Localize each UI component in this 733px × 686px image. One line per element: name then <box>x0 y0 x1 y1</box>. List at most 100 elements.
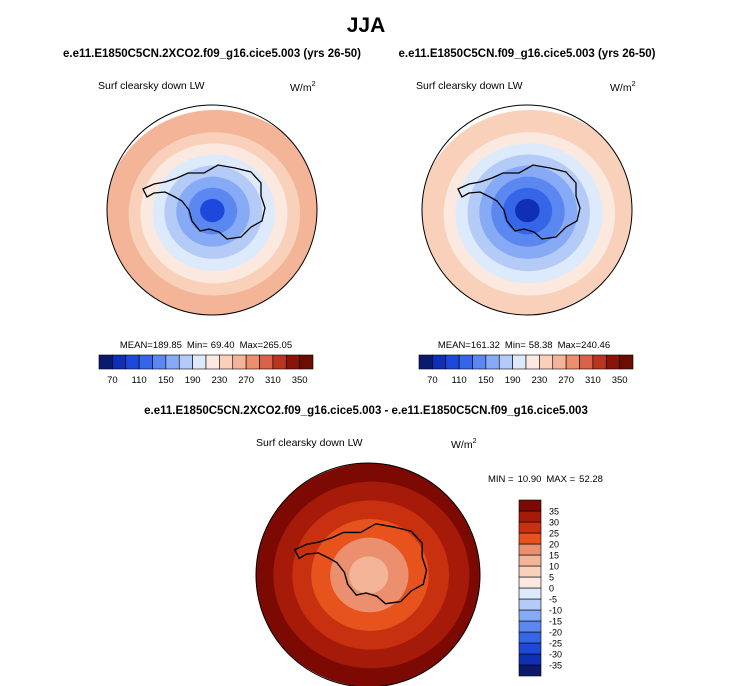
colorbar-swatch <box>518 631 542 644</box>
stat-mean-value: 189.85 <box>153 340 182 351</box>
colorbar-tick-label: 25 <box>549 529 559 539</box>
colorbar-tick-label: 35 <box>549 507 559 517</box>
colorbar-tick-label: 70 <box>427 375 438 386</box>
colorbar-swatch <box>512 354 527 370</box>
colorbar-swatch <box>619 354 634 370</box>
colorbar-swatch <box>518 653 542 666</box>
colorbar-swatch <box>485 354 500 370</box>
colorbar-swatch <box>498 354 513 370</box>
units-exponent: 2 <box>632 81 636 88</box>
colorbar-tick-label: -5 <box>549 595 557 605</box>
map-exp <box>107 110 317 315</box>
panel-exp-units: W/m2 <box>290 81 316 94</box>
season-title: JJA <box>347 14 386 37</box>
colorbar-tick-label: -15 <box>549 617 562 627</box>
stat-max-label: Max= <box>240 340 264 351</box>
colorbar-swatch <box>518 620 542 633</box>
stat-max-label: Max= <box>558 340 582 351</box>
colorbar-tick-label: 110 <box>132 375 147 386</box>
panel-diff-units: W/m2 <box>451 438 477 451</box>
colorbar-tick-label: 310 <box>265 375 281 386</box>
colorbar-swatch <box>579 354 594 370</box>
colorbar-swatch <box>518 510 542 523</box>
colorbar-swatch <box>125 354 140 370</box>
colorbar-swatch <box>518 609 542 622</box>
colorbar-tick-label: 30 <box>549 518 559 528</box>
colorbar-swatch <box>259 354 274 370</box>
panel-diff-variable: Surf clearsky down LW <box>256 437 363 449</box>
colorbar-tick-label: 150 <box>478 375 494 386</box>
panel-exp-variable: Surf clearsky down LW <box>98 80 205 92</box>
colorbar-swatch <box>432 354 447 370</box>
colorbar-swatch <box>518 642 542 655</box>
colorbar-swatch <box>458 354 473 370</box>
colorbar-swatch <box>518 565 542 578</box>
map-diff-border <box>255 462 481 686</box>
stat-min-label: Min= <box>187 340 208 351</box>
colorbar-tick-label: 350 <box>292 375 308 386</box>
contour-band-70 <box>515 198 540 223</box>
stat-min-label: Min= <box>505 340 526 351</box>
colorbar-tick-label: 190 <box>505 375 521 386</box>
panel-ctl-units: W/m2 <box>610 81 636 94</box>
panel-diff-title: e.e11.E1850C5CN.2XCO2.f09_g16.cice5.003 … <box>144 405 588 417</box>
colorbar-swatch <box>552 354 567 370</box>
units-exponent: 2 <box>312 81 316 88</box>
colorbar-tick-label: 150 <box>158 375 174 386</box>
colorbar-tick-label: 230 <box>531 375 547 386</box>
colorbar-tick-label: 5 <box>549 573 554 583</box>
colorbar-swatch <box>272 354 287 370</box>
panel-diff-stats: MIN = 10.90 MAX = 52.28 <box>488 474 603 485</box>
colorbar-swatch <box>192 354 207 370</box>
colorbar-tick-label: 70 <box>107 375 118 386</box>
colorbar-swatch <box>518 499 542 512</box>
colorbar-swatch <box>592 354 607 370</box>
stat-min-label: MIN = <box>488 474 514 485</box>
stat-mean-label: MEAN= <box>438 340 471 351</box>
map-diff <box>256 463 480 686</box>
stat-min-value: 10.90 <box>518 474 542 485</box>
units-exponent: 2 <box>473 438 477 445</box>
colorbar-tick-label: -10 <box>549 606 562 616</box>
stat-min-value: 58.38 <box>529 340 553 351</box>
colorbar-exp: 70 110 150 190 230 270 310 350 <box>98 354 314 386</box>
colorbar-tick-label: 10 <box>549 562 559 572</box>
panel-exp-title: e.e11.E1850C5CN.2XCO2.f09_g16.cice5.003 … <box>63 48 361 60</box>
colorbar-tick-label: 230 <box>211 375 227 386</box>
units-base: W/m <box>290 82 312 94</box>
panel-ctl: e.e11.E1850C5CN.f09_g16.cice5.003 (yrs 2… <box>398 48 655 386</box>
colorbar-swatch <box>518 587 542 600</box>
colorbar-swatch <box>518 532 542 545</box>
map-ctl <box>422 110 632 315</box>
stat-max-value: 265.05 <box>263 340 292 351</box>
colorbar-swatch <box>565 354 580 370</box>
map-exp-border <box>106 104 318 316</box>
colorbar-swatch <box>605 354 620 370</box>
colorbar-tick-label: 15 <box>549 551 559 561</box>
colorbar-tick-label: 190 <box>185 375 201 386</box>
stat-max-value: 240.46 <box>581 340 610 351</box>
colorbar-tick-label: 20 <box>549 540 559 550</box>
colorbar-tick-label: 350 <box>612 375 628 386</box>
map-ctl-border <box>421 104 633 316</box>
colorbar-swatch <box>165 354 180 370</box>
colorbar-swatch <box>525 354 540 370</box>
colorbar-ctl: 70 110 150 190 230 270 310 350 <box>418 354 634 386</box>
colorbar-tick-label: 270 <box>238 375 254 386</box>
colorbar-swatch <box>112 354 127 370</box>
stat-min-value: 69.40 <box>211 340 235 351</box>
colorbar-swatch <box>299 354 314 370</box>
stat-mean-label: MEAN= <box>120 340 153 351</box>
colorbar-swatch <box>518 554 542 567</box>
colorbar-swatch <box>232 354 247 370</box>
colorbar-tick-label: 270 <box>558 375 574 386</box>
map-diff-contours <box>256 463 480 686</box>
stat-max-value: 52.28 <box>579 474 603 485</box>
contour-band-12 <box>349 556 389 594</box>
colorbar-swatch <box>245 354 260 370</box>
panel-exp-stats: MEAN=189.85 Min= 69.40 Max=265.05 <box>120 340 292 351</box>
stat-max-label: MAX = <box>546 474 575 485</box>
colorbar-swatch <box>152 354 167 370</box>
